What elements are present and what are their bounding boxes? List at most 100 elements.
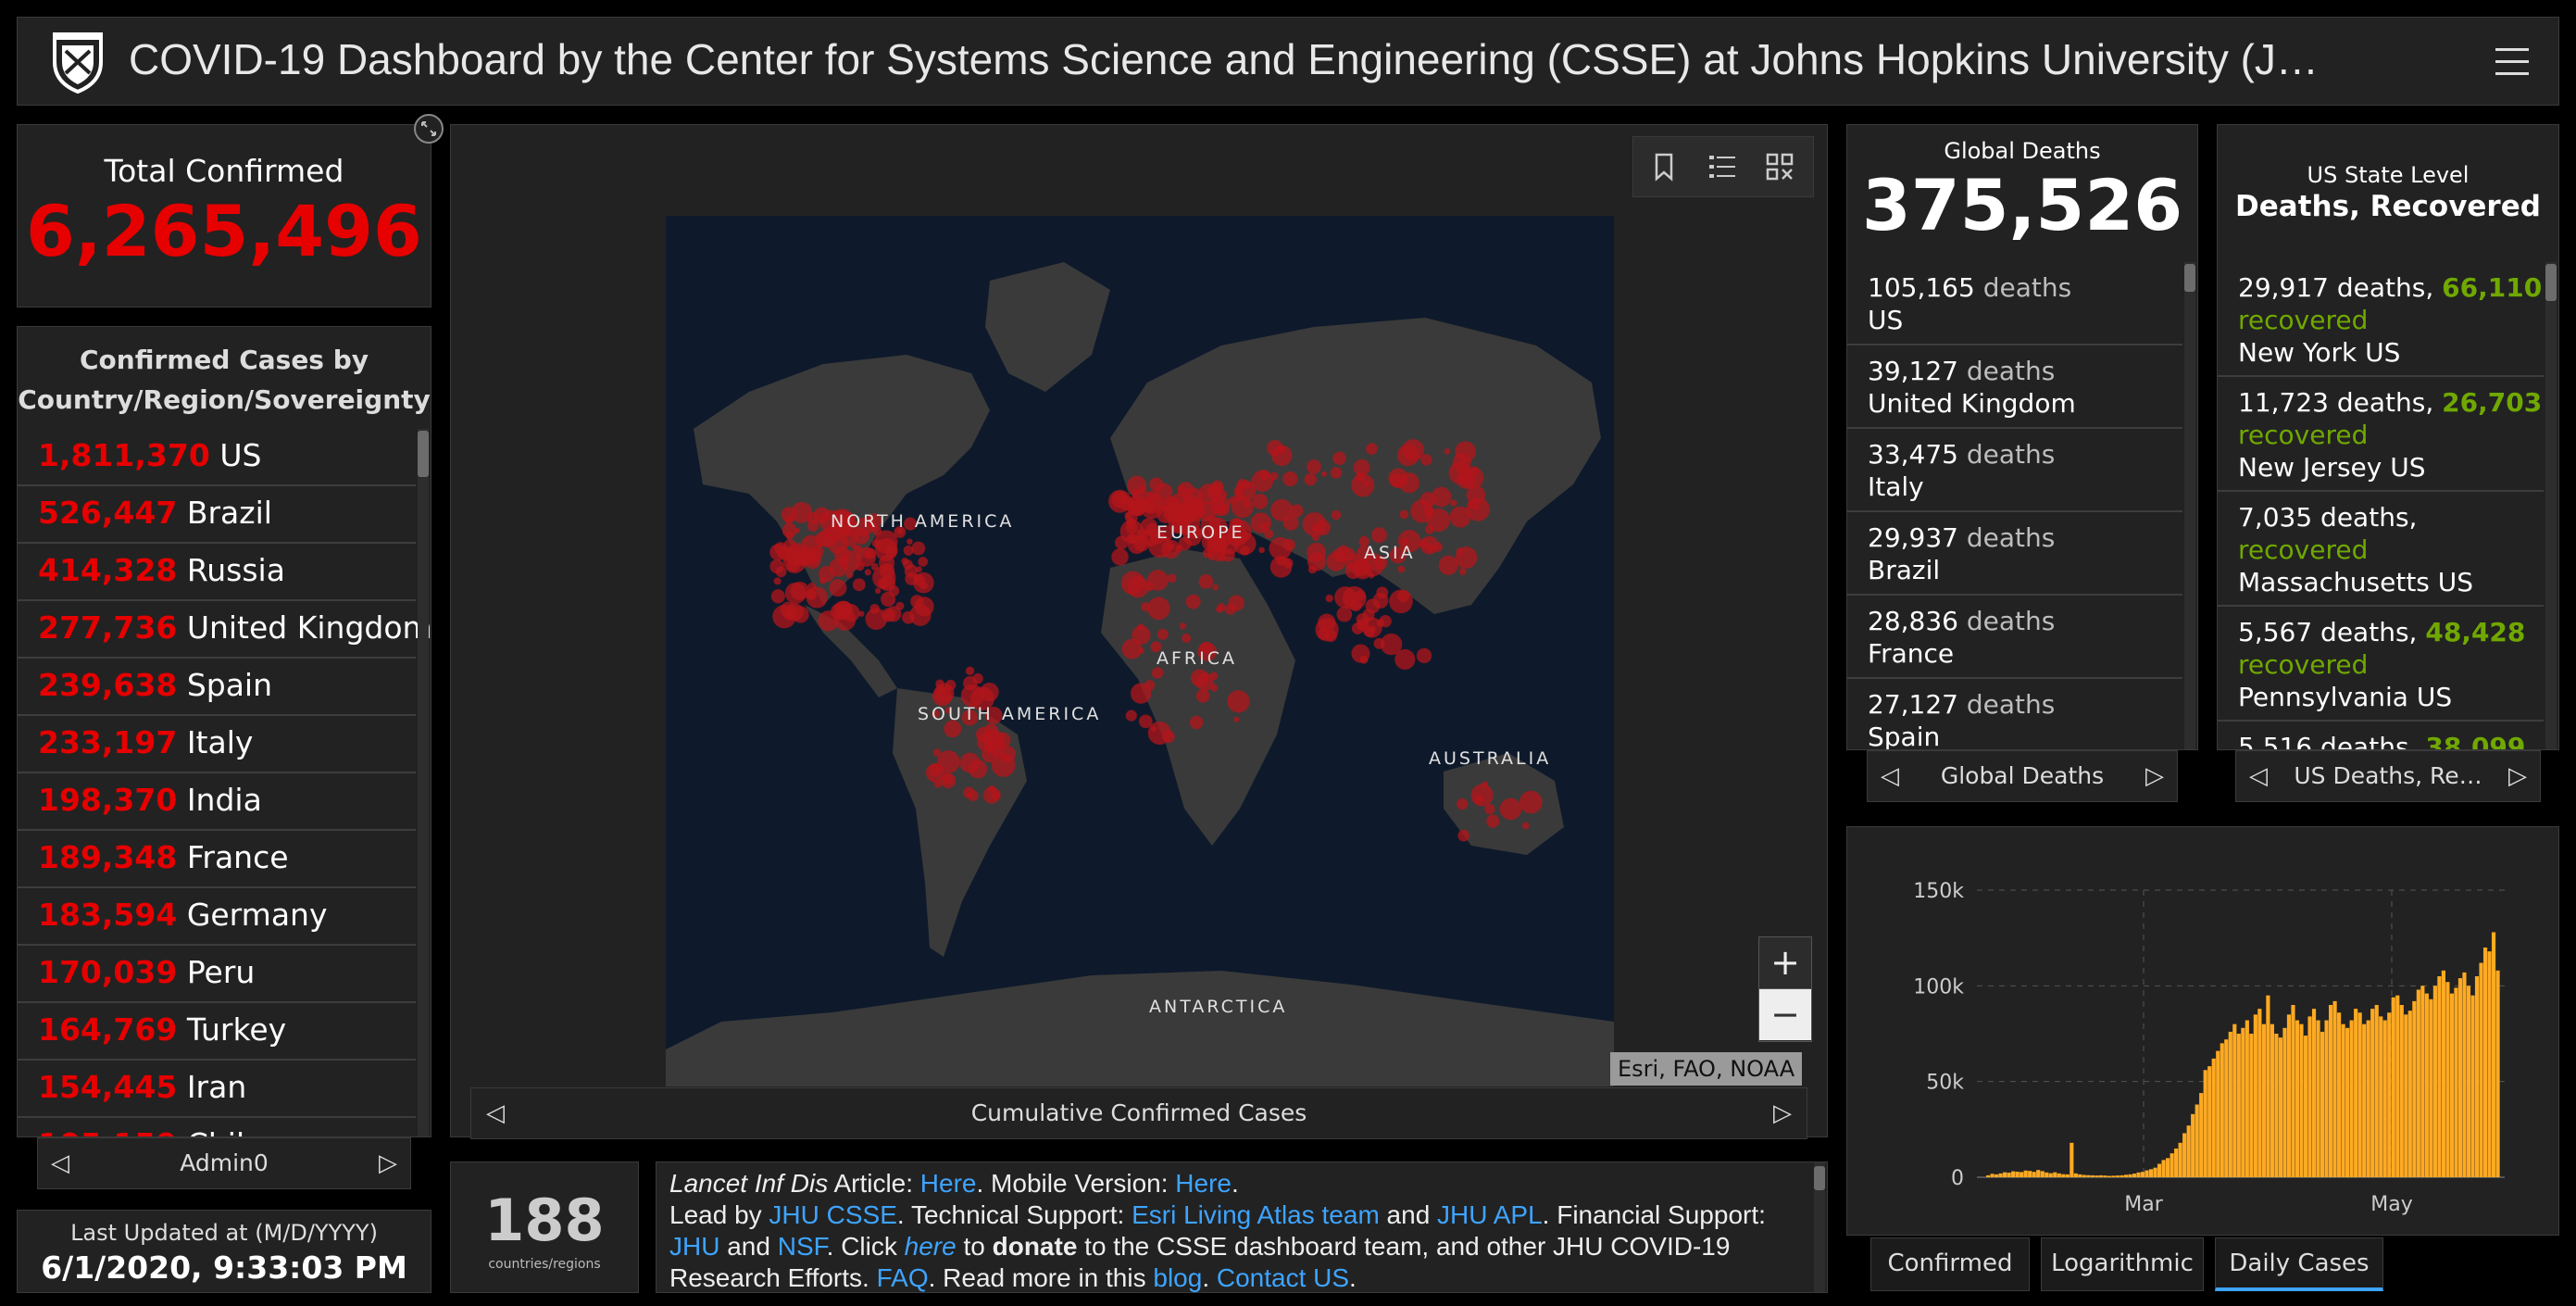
case-bubble[interactable]	[1325, 594, 1333, 603]
case-bubble[interactable]	[1138, 485, 1147, 495]
case-bubble[interactable]	[1111, 548, 1129, 566]
case-bubble[interactable]	[1157, 628, 1169, 640]
case-bubble[interactable]	[1157, 505, 1175, 523]
esri-link[interactable]: Esri Living Atlas team	[1132, 1200, 1380, 1229]
case-bubble[interactable]	[1426, 544, 1434, 553]
case-bubble[interactable]	[963, 786, 975, 799]
chart-bar[interactable]	[2424, 993, 2429, 1177]
chart-bar[interactable]	[2115, 1175, 2120, 1177]
case-bubble[interactable]	[1474, 794, 1483, 804]
chart-bar[interactable]	[2270, 1023, 2274, 1177]
country-row[interactable]: 414,328 Russia	[18, 544, 416, 601]
chart-bar[interactable]	[2404, 1014, 2408, 1177]
chart-bar[interactable]	[2354, 1009, 2358, 1177]
chart-bar[interactable]	[2241, 1027, 2245, 1177]
chart-bar[interactable]	[2295, 1020, 2300, 1177]
chart-bar[interactable]	[1990, 1174, 1995, 1177]
case-bubble[interactable]	[902, 610, 915, 624]
case-bubble[interactable]	[1330, 467, 1343, 479]
chart-bar[interactable]	[2324, 1020, 2329, 1177]
chart-bar[interactable]	[2457, 978, 2463, 1177]
chevron-right-icon[interactable]: ▷	[379, 1149, 397, 1177]
case-bubble[interactable]	[864, 569, 871, 576]
case-bubble[interactable]	[1365, 443, 1378, 456]
case-bubble[interactable]	[1146, 492, 1156, 501]
state-row[interactable]: 7,035 deaths, recovered Massachusetts US	[2218, 492, 2544, 607]
case-bubble[interactable]	[1372, 555, 1388, 571]
chart-bar[interactable]	[2399, 1005, 2404, 1177]
chart-bar[interactable]	[2145, 1170, 2149, 1177]
case-bubble[interactable]	[1456, 547, 1464, 555]
chart-bar[interactable]	[2048, 1173, 2053, 1177]
deaths-scrollbar[interactable]	[2184, 262, 2195, 749]
case-bubble[interactable]	[1185, 594, 1201, 609]
case-bubble[interactable]	[1521, 822, 1530, 830]
chart-bar[interactable]	[2032, 1172, 2036, 1177]
case-bubble[interactable]	[1466, 485, 1486, 505]
case-bubble[interactable]	[1228, 595, 1244, 611]
chart-bar[interactable]	[2161, 1160, 2166, 1177]
chevron-right-icon[interactable]: ▷	[1773, 1099, 1792, 1127]
case-bubble[interactable]	[1353, 458, 1370, 476]
case-bubble[interactable]	[944, 679, 957, 691]
deaths-scrollbar-thumb[interactable]	[2184, 264, 2195, 292]
death-row[interactable]: 39,127 deaths United Kingdom	[1847, 345, 2182, 429]
case-bubble[interactable]	[916, 566, 922, 573]
case-bubble[interactable]	[932, 748, 942, 757]
state-row[interactable]: 29,917 deaths, 66,110 recovered New York U…	[2218, 262, 2544, 377]
chart-bar[interactable]	[2482, 948, 2488, 1177]
chart-bar[interactable]	[1986, 1174, 1991, 1177]
chart-bar[interactable]	[2053, 1172, 2057, 1177]
case-bubble[interactable]	[818, 610, 839, 632]
chart-bar[interactable]	[2479, 962, 2483, 1177]
chart-bar[interactable]	[2495, 970, 2500, 1177]
case-bubble[interactable]	[1304, 472, 1318, 486]
chart-bar[interactable]	[2491, 932, 2496, 1177]
chart-bar[interactable]	[2245, 1020, 2249, 1177]
case-bubble[interactable]	[1147, 570, 1169, 591]
case-bubble[interactable]	[811, 546, 824, 558]
case-bubble[interactable]	[1200, 641, 1213, 654]
jhu-link[interactable]: JHU	[669, 1232, 720, 1261]
death-row[interactable]: 28,836 deaths France	[1847, 596, 2182, 679]
chart-bar[interactable]	[2191, 1113, 2195, 1177]
chart-bar[interactable]	[2387, 1012, 2392, 1177]
chart-bar[interactable]	[2236, 1034, 2241, 1177]
case-bubble[interactable]	[1336, 606, 1353, 622]
case-bubble[interactable]	[1161, 539, 1181, 559]
case-bubble[interactable]	[1167, 573, 1177, 584]
chart-bar[interactable]	[2078, 1174, 2082, 1177]
case-bubble[interactable]	[1108, 489, 1132, 513]
case-bubble[interactable]	[1380, 633, 1403, 656]
case-bubble[interactable]	[959, 752, 981, 773]
country-scrollbar[interactable]	[418, 429, 429, 1136]
case-bubble[interactable]	[1368, 625, 1377, 634]
chart-bar[interactable]	[2432, 986, 2437, 1177]
case-bubble[interactable]	[829, 579, 847, 597]
case-bubble[interactable]	[1369, 572, 1375, 579]
nsf-link[interactable]: NSF	[777, 1232, 827, 1261]
tab-logarithmic[interactable]: Logarithmic	[2041, 1237, 2204, 1291]
case-bubble[interactable]	[1129, 497, 1147, 516]
case-bubble[interactable]	[1147, 596, 1170, 621]
case-bubble[interactable]	[1227, 690, 1250, 713]
list-icon[interactable]	[1707, 152, 1737, 182]
chart-bar[interactable]	[2036, 1170, 2041, 1177]
mobile-version-link[interactable]: Here	[1175, 1169, 1232, 1198]
case-bubble[interactable]	[1431, 486, 1452, 508]
case-bubble[interactable]	[1420, 454, 1432, 466]
case-bubble[interactable]	[1499, 797, 1522, 821]
chart-bar[interactable]	[2203, 1070, 2207, 1177]
state-scrollbar[interactable]	[2545, 262, 2557, 749]
chart-bar[interactable]	[2412, 1000, 2417, 1177]
case-bubble[interactable]	[1150, 641, 1162, 653]
case-bubble[interactable]	[1444, 448, 1451, 455]
chart-bar[interactable]	[2098, 1174, 2103, 1177]
case-bubble[interactable]	[1131, 683, 1152, 704]
case-bubble[interactable]	[870, 563, 879, 571]
case-bubble[interactable]	[1450, 499, 1457, 507]
case-bubble[interactable]	[994, 732, 1011, 748]
case-bubble[interactable]	[1198, 574, 1214, 589]
case-bubble[interactable]	[1438, 555, 1458, 575]
chart-bar[interactable]	[2466, 986, 2471, 1177]
